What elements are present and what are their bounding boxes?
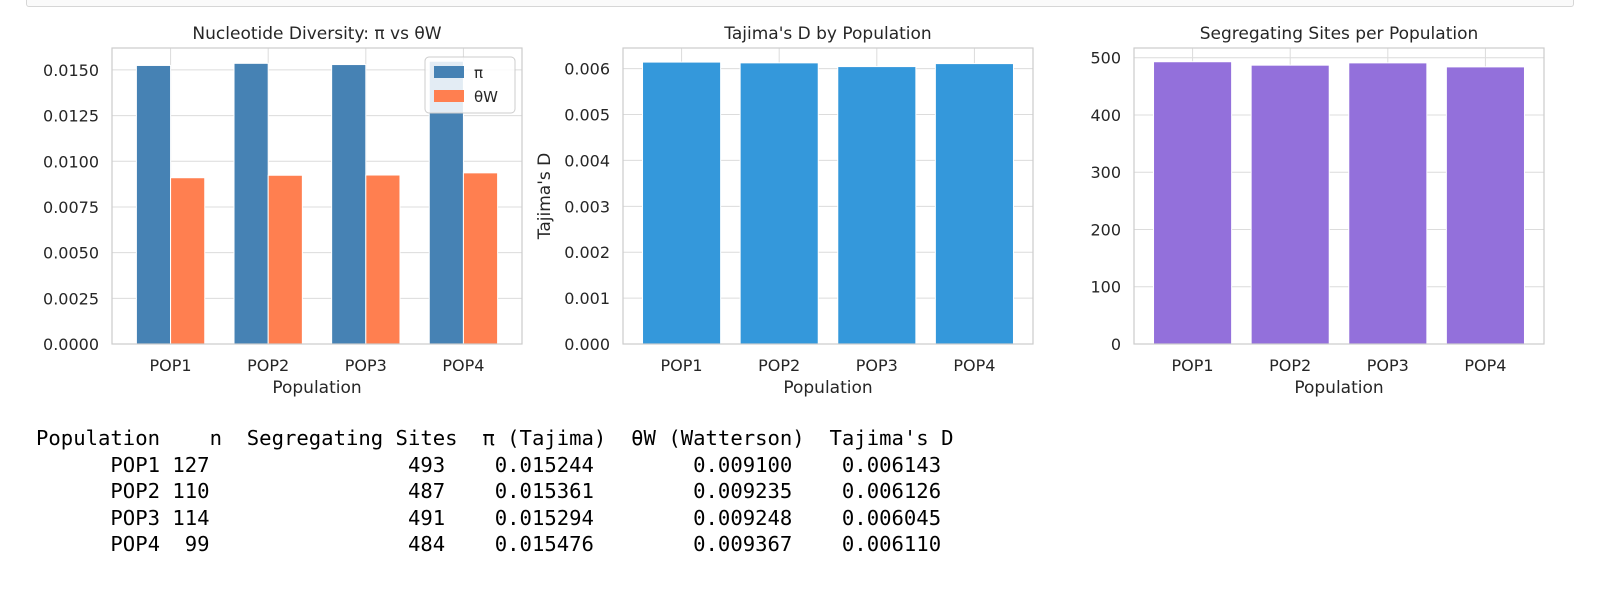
chart-title: Tajima's D by Population bbox=[723, 24, 931, 44]
y-tick-label: 0.0100 bbox=[43, 152, 99, 171]
x-axis-label: Population bbox=[783, 378, 872, 398]
y-tick-label: 0.0025 bbox=[43, 289, 99, 308]
legend: π θW bbox=[424, 56, 516, 114]
bar-pop2-pi bbox=[233, 62, 269, 345]
bar-pop4 bbox=[1445, 66, 1525, 345]
x-tick-label: POP4 bbox=[953, 356, 995, 375]
axes-frame bbox=[1133, 47, 1545, 345]
y-tick-label: 0.001 bbox=[564, 289, 610, 308]
x-tick-label: POP3 bbox=[345, 356, 387, 375]
y-tick-label: 0.005 bbox=[564, 106, 610, 125]
y-tick-label: 300 bbox=[1090, 163, 1121, 182]
legend-swatch bbox=[434, 90, 464, 102]
x-axis-label: Population bbox=[1294, 378, 1383, 398]
y-tick-label: 0.000 bbox=[564, 335, 610, 354]
chart-1: 0.0000 0.0025 0.0050 0.0075 0.0100 0.0125 0.01… bbox=[43, 24, 523, 398]
bar-pop1-pi bbox=[135, 64, 172, 345]
bar-pop1-thetaw bbox=[170, 177, 206, 345]
x-tick-label: POP3 bbox=[856, 356, 898, 375]
table-row: POP4 99 484 0.015476 0.009367 0.006110 bbox=[36, 532, 942, 557]
x-axis-label: Population bbox=[272, 378, 361, 398]
table-row: POP2 110 487 0.015361 0.009235 0.006126 bbox=[36, 479, 942, 504]
y-tick-label: 0.0075 bbox=[43, 198, 99, 217]
y-tick-label: 0.004 bbox=[564, 151, 610, 170]
bar-pop4-thetaw bbox=[462, 172, 499, 345]
bar-pop2 bbox=[739, 62, 819, 345]
table-row: POP1 127 493 0.015244 0.009100 0.006143 bbox=[36, 452, 942, 477]
y-tick-label: 400 bbox=[1090, 106, 1121, 125]
bar-pop2-thetaw bbox=[267, 174, 303, 345]
x-tick-label: POP3 bbox=[1367, 356, 1409, 375]
legend-label: θW bbox=[474, 88, 498, 106]
chart-title: Nucleotide Diversity: π vs θW bbox=[192, 24, 441, 44]
y-tick-label: 200 bbox=[1090, 220, 1121, 239]
x-tick-label: POP1 bbox=[661, 356, 703, 375]
bar-pop1 bbox=[642, 61, 722, 345]
bar-pop1 bbox=[1153, 61, 1233, 345]
y-tick-label: 0.002 bbox=[564, 243, 610, 262]
bar-pop3-thetaw bbox=[365, 174, 401, 345]
x-tick-label: POP1 bbox=[1172, 356, 1214, 375]
y-tick-label: 0 bbox=[1111, 335, 1121, 354]
y-tick-label: 0.0125 bbox=[43, 107, 99, 126]
y-tick-label: 0.0150 bbox=[43, 61, 99, 80]
chart-title: Segregating Sites per Population bbox=[1200, 24, 1479, 44]
table-header: Population n Segregating Sites π (Tajima… bbox=[36, 426, 954, 450]
chart-2: 0.000 0.001 0.002 0.003 0.004 0.005 0.006 POP1 P… bbox=[535, 24, 1034, 398]
x-tick-label: POP2 bbox=[1269, 356, 1311, 375]
charts-figure: 0.00000.00250.00500.00750.01000.01250.01… bbox=[43, 24, 1545, 398]
legend-swatch bbox=[434, 66, 464, 78]
bar-pop3 bbox=[837, 66, 917, 345]
bar-pop4 bbox=[934, 63, 1014, 345]
y-tick-label: 500 bbox=[1090, 49, 1121, 68]
axes-frame bbox=[111, 47, 523, 345]
axes-frame bbox=[622, 47, 1034, 345]
y-tick-label: 0.0000 bbox=[43, 335, 99, 354]
y-tick-label: 0.006 bbox=[564, 60, 610, 79]
x-tick-label: POP1 bbox=[150, 356, 192, 375]
y-tick-label: 0.0050 bbox=[43, 244, 99, 263]
summary-table-output: Population n Segregating Sites π (Tajima… bbox=[36, 425, 954, 558]
x-tick-label: POP4 bbox=[442, 356, 484, 375]
table-row: POP3 114 491 0.015294 0.009248 0.006045 bbox=[36, 505, 942, 530]
legend-box bbox=[424, 56, 516, 114]
bar-pop3 bbox=[1348, 62, 1428, 345]
x-tick-label: POP4 bbox=[1464, 356, 1506, 375]
x-tick-label: POP2 bbox=[758, 356, 800, 375]
y-tick-label: 100 bbox=[1090, 278, 1121, 297]
cell-output-frame bbox=[26, 0, 1574, 7]
bar-pop2 bbox=[1250, 64, 1330, 345]
legend-label: π bbox=[474, 64, 483, 82]
y-tick-label: 0.003 bbox=[564, 197, 610, 216]
chart-3: 0 100 200 300 400 500 POP1 POP2 POP3 POP4 Segregat… bbox=[1090, 24, 1545, 398]
y-axis-label: Tajima's D bbox=[535, 153, 555, 240]
bar-pop3-pi bbox=[331, 64, 367, 345]
x-tick-label: POP2 bbox=[247, 356, 289, 375]
